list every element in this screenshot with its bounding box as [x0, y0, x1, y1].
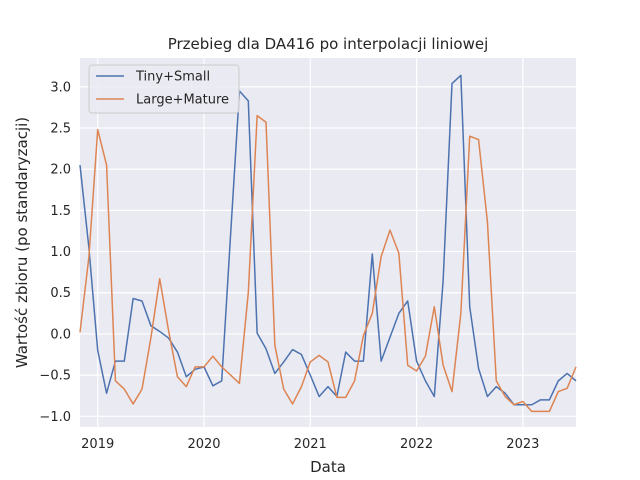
- series-line-tiny-small: [79, 74, 577, 406]
- legend-box: [88, 64, 240, 114]
- legend-label: Large+Mature: [136, 93, 229, 108]
- x-axis-label: Data: [310, 458, 346, 476]
- plot-area: [80, 58, 576, 427]
- y-tick-label: 2.0: [50, 163, 71, 178]
- y-tick-label: 1.0: [50, 245, 71, 260]
- x-tick-label: 2023: [506, 437, 539, 452]
- legend: Tiny+Small Large+Mature: [88, 64, 240, 114]
- x-tick-label: 2020: [187, 437, 220, 452]
- y-tick-label: 0.5: [50, 286, 71, 301]
- chart-title: Przebieg dla DA416 po interpolacji linio…: [168, 35, 489, 53]
- y-tick-label: 0.0: [50, 327, 71, 342]
- legend-label: Tiny+Small: [135, 70, 210, 85]
- x-tick-label: 2022: [400, 437, 433, 452]
- series-layer: [79, 74, 577, 413]
- y-tick-label: −0.5: [39, 369, 71, 384]
- y-tick-label: −1.0: [39, 410, 71, 425]
- ticks: −1.0 −0.5 0.0 0.5 1.0 1.5 2.0 2.5 3.0 2019 2020 202…: [39, 80, 539, 452]
- series-line-large-mature: [79, 114, 577, 413]
- x-tick-label: 2021: [294, 437, 327, 452]
- y-tick-label: 3.0: [50, 80, 71, 95]
- y-tick-label: 2.5: [50, 122, 71, 137]
- y-axis-label: Wartość zbioru (po standaryzacji): [13, 117, 31, 368]
- y-tick-label: 1.5: [50, 204, 71, 219]
- x-tick-label: 2019: [81, 437, 114, 452]
